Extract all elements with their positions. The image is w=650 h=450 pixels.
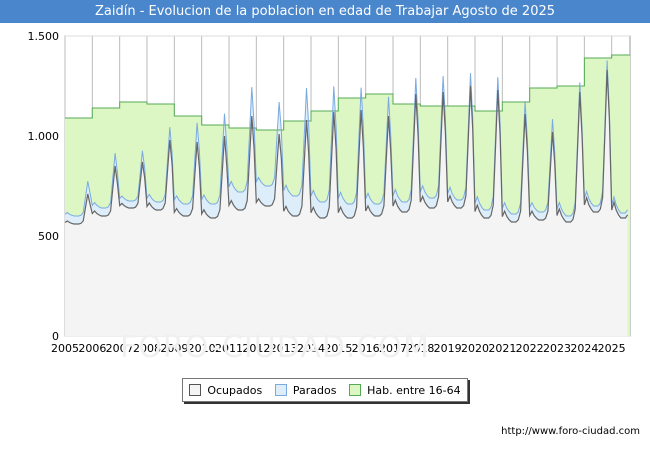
chart-title: Zaidín - Evolucion de la poblacion en ed… bbox=[94, 4, 556, 19]
y-tick-label: 1.000 bbox=[28, 130, 60, 143]
ocupados-line bbox=[64, 69, 629, 225]
x-tick-label: 2005 bbox=[51, 342, 79, 355]
x-tick-label: 2019 bbox=[434, 342, 462, 355]
x-tick-label: 2011 bbox=[215, 342, 243, 355]
x-tick-label: 2012 bbox=[242, 342, 270, 355]
x-tick-label: 2024 bbox=[570, 342, 598, 355]
x-tick-label: 2015 bbox=[324, 342, 352, 355]
x-tick-label: 2009 bbox=[160, 342, 188, 355]
legend-label-hab: Hab. entre 16-64 bbox=[367, 383, 461, 397]
legend-item-parados: Parados bbox=[274, 383, 337, 397]
chart-legend: Ocupados Parados Hab. entre 16-64 bbox=[182, 378, 468, 402]
series-group bbox=[64, 54, 630, 337]
x-tick-label: 2020 bbox=[461, 342, 489, 355]
x-tick-label: 2018 bbox=[406, 342, 434, 355]
x-tick-label: 2008 bbox=[133, 342, 161, 355]
chart-title-bar: Zaidín - Evolucion de la poblacion en ed… bbox=[0, 0, 650, 23]
source-url: http://www.foro-ciudad.com bbox=[501, 426, 640, 437]
x-tick-label: 2017 bbox=[379, 342, 407, 355]
parados-line bbox=[64, 60, 629, 217]
y-tick-label: 500 bbox=[38, 230, 59, 243]
legend-swatch-ocupados bbox=[189, 384, 202, 396]
x-tick-label: 2007 bbox=[106, 342, 134, 355]
x-tick-label: 2014 bbox=[297, 342, 325, 355]
x-tick-label: 2022 bbox=[516, 342, 544, 355]
legend-item-hab: Hab. entre 16-64 bbox=[349, 384, 461, 397]
x-tick-label: 2010 bbox=[188, 342, 216, 355]
y-tick-label: 1.500 bbox=[28, 30, 60, 43]
x-tick-label: 2023 bbox=[543, 342, 571, 355]
x-tick-label: 2013 bbox=[270, 342, 298, 355]
hab-16-64-line bbox=[65, 54, 630, 131]
legend-label-ocupados: Ocupados bbox=[207, 383, 263, 397]
x-tick-label: 2016 bbox=[352, 342, 380, 355]
legend-swatch-hab bbox=[349, 384, 362, 396]
y-tick-label: 0 bbox=[52, 330, 59, 343]
legend-label-parados: Parados bbox=[292, 383, 337, 397]
x-tick-label: 2006 bbox=[78, 342, 106, 355]
x-tick-label: 2025 bbox=[598, 342, 626, 355]
legend-swatch-parados bbox=[274, 384, 287, 396]
watermark: FORO-CIUDAD.COM bbox=[120, 330, 430, 365]
ocupados-area bbox=[65, 70, 628, 336]
x-tick-label: 2021 bbox=[488, 342, 516, 355]
legend-item-ocupados: Ocupados bbox=[189, 384, 262, 397]
